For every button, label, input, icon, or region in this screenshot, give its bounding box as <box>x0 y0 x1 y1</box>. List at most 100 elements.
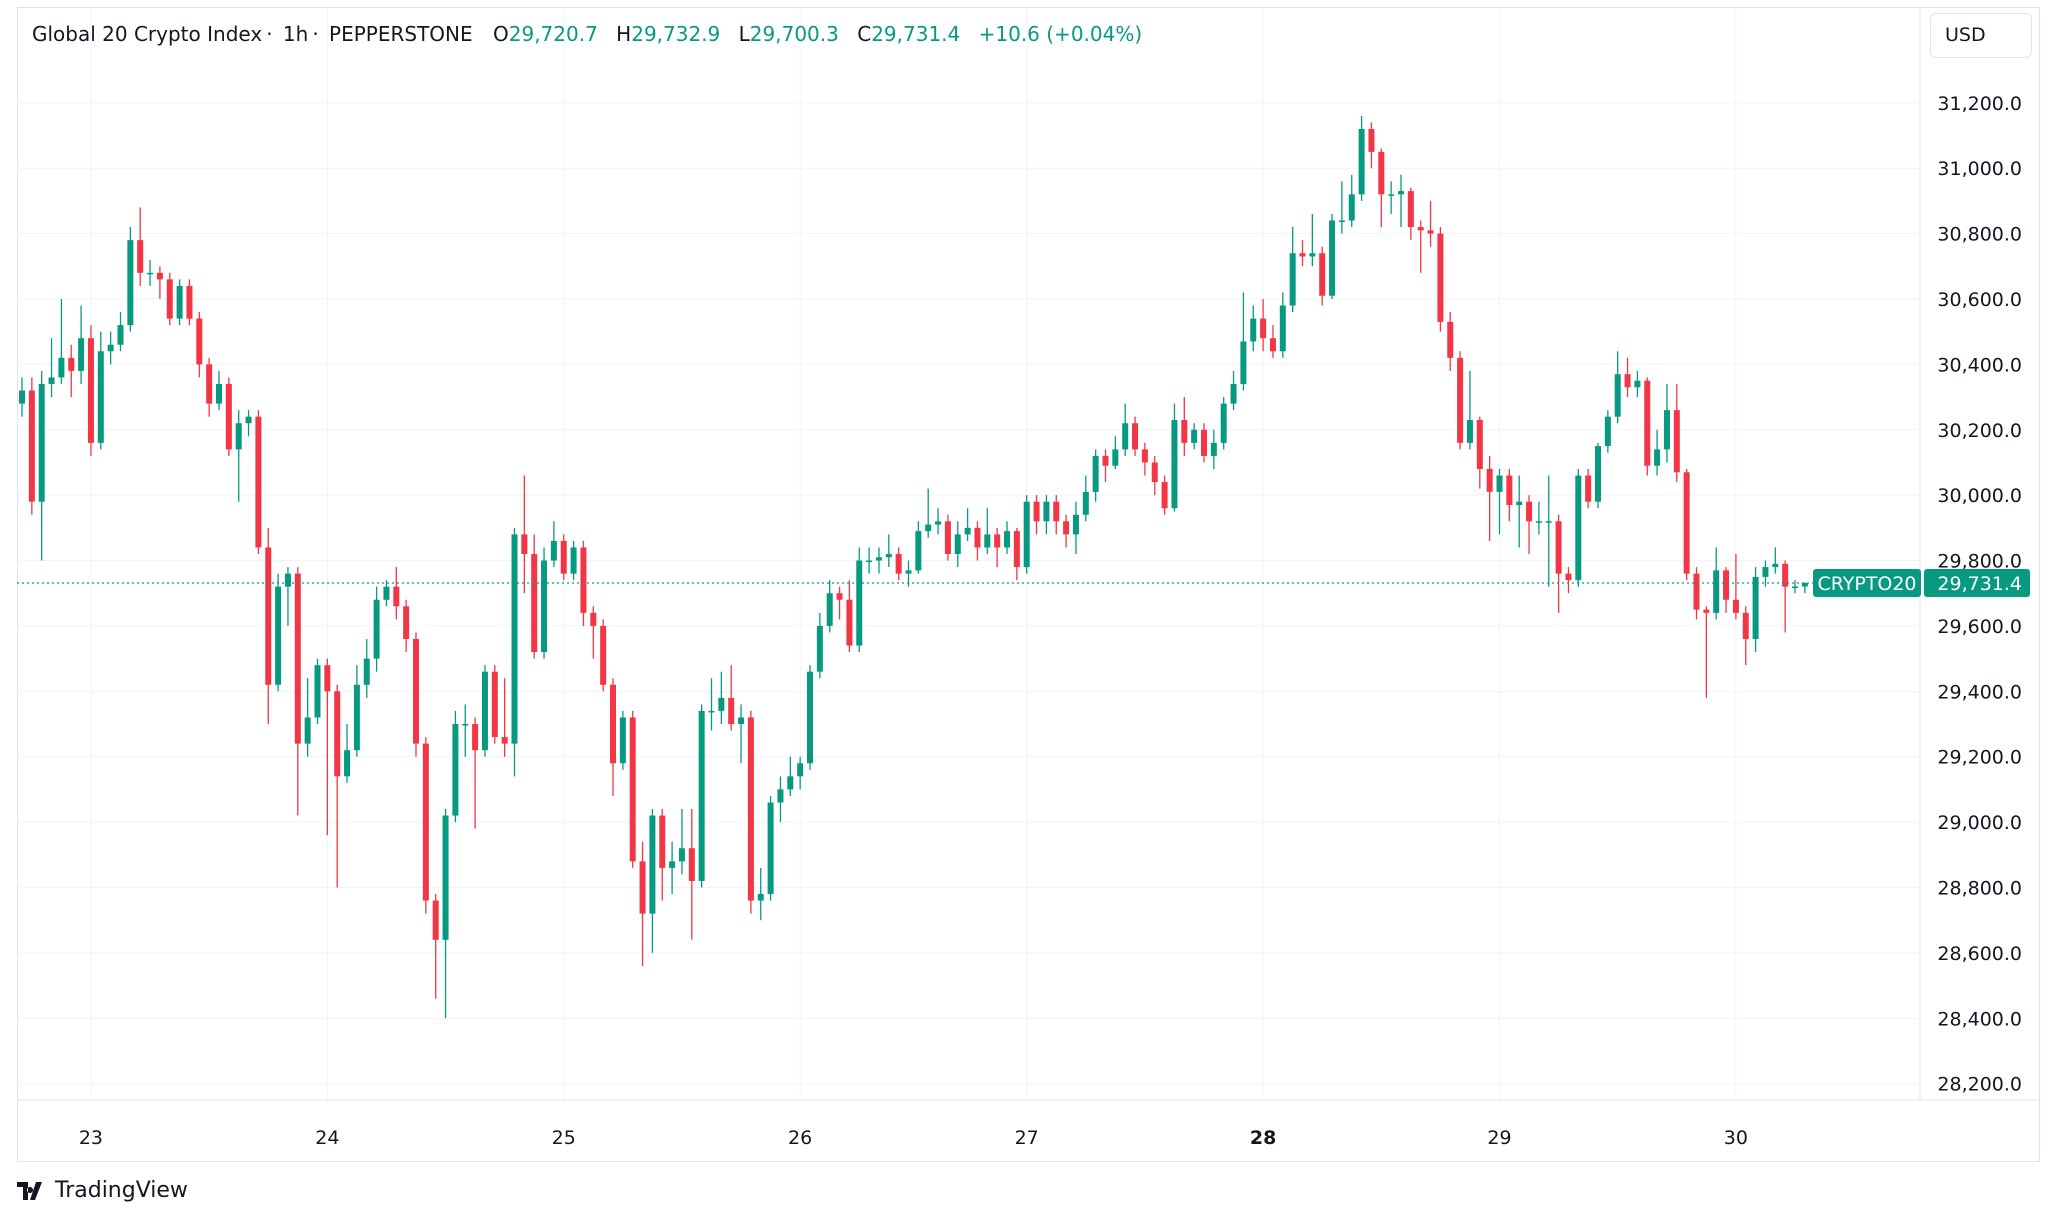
candle-up[interactable] <box>619 717 626 764</box>
candle-up[interactable] <box>442 815 449 940</box>
candle-up[interactable] <box>925 524 932 532</box>
candle-up[interactable] <box>235 423 242 450</box>
candle-down[interactable] <box>265 547 272 685</box>
candle-up[interactable] <box>1082 491 1089 515</box>
candle-down[interactable] <box>1447 321 1454 358</box>
candle-up[interactable] <box>767 802 774 895</box>
candle-down[interactable] <box>1723 570 1730 600</box>
interval[interactable]: 1h <box>282 22 309 46</box>
candle-down[interactable] <box>629 717 636 862</box>
candle-down[interactable] <box>196 318 203 365</box>
candle-up[interactable] <box>954 534 961 554</box>
candle-up[interactable] <box>1535 521 1542 523</box>
candle-up[interactable] <box>1752 576 1759 640</box>
candle-up[interactable] <box>708 710 715 713</box>
candle-up[interactable] <box>915 531 922 571</box>
candle-up[interactable] <box>97 351 104 443</box>
candle-down[interactable] <box>1526 501 1533 522</box>
candle-down[interactable] <box>137 240 144 273</box>
candle-up[interactable] <box>1092 455 1099 492</box>
candle-up[interactable] <box>777 789 784 803</box>
candle-down[interactable] <box>413 639 419 744</box>
candle-up[interactable] <box>1772 563 1779 568</box>
candle-up[interactable] <box>1762 567 1769 577</box>
candle-up[interactable] <box>117 325 124 345</box>
candle-up[interactable] <box>1654 449 1661 466</box>
candle-down[interactable] <box>836 593 843 600</box>
candle-down[interactable] <box>895 554 902 574</box>
candle-up[interactable] <box>1112 449 1119 466</box>
candle-up[interactable] <box>1575 475 1582 581</box>
candle-down[interactable] <box>747 717 754 901</box>
tradingview-logo[interactable]: TradingView <box>17 1178 188 1203</box>
candle-up[interactable] <box>363 658 370 685</box>
candle-up[interactable] <box>284 573 291 587</box>
candle-up[interactable] <box>1072 514 1079 535</box>
candle-down[interactable] <box>1102 455 1109 466</box>
candle-down[interactable] <box>610 684 616 764</box>
candle-up[interactable] <box>787 776 794 790</box>
candle-down[interactable] <box>560 540 567 574</box>
candle-up[interactable] <box>1191 429 1198 443</box>
candle-up[interactable] <box>1516 501 1523 505</box>
candle-up[interactable] <box>1279 305 1286 352</box>
candle-up[interactable] <box>1801 582 1808 587</box>
candle-up[interactable] <box>78 338 85 371</box>
candle-up[interactable] <box>1210 442 1217 456</box>
candle-down[interactable] <box>688 848 695 881</box>
candle-up[interactable] <box>718 697 725 711</box>
candle-up[interactable] <box>1713 570 1720 613</box>
candle-down[interactable] <box>28 390 35 502</box>
candle-down[interactable] <box>1269 338 1276 352</box>
candle-up[interactable] <box>38 383 45 502</box>
candle-down[interactable] <box>1624 374 1631 388</box>
candle-up[interactable] <box>1496 475 1503 492</box>
candle-up[interactable] <box>1122 423 1129 450</box>
candle-up[interactable] <box>935 521 942 525</box>
candle-down[interactable] <box>334 691 341 777</box>
candle-up[interactable] <box>1023 501 1030 568</box>
candle-up[interactable] <box>481 671 488 751</box>
candle-up[interactable] <box>1338 220 1345 223</box>
candle-down[interactable] <box>393 586 400 607</box>
candle-up[interactable] <box>127 240 134 326</box>
candle-up[interactable] <box>698 710 705 881</box>
candle-down[interactable] <box>1132 423 1139 450</box>
candle-down[interactable] <box>580 547 587 613</box>
candle-up[interactable] <box>1792 586 1798 588</box>
candle-up[interactable] <box>1250 318 1257 342</box>
candle-down[interactable] <box>1033 501 1040 522</box>
candle-up[interactable] <box>216 383 222 404</box>
candle-up[interactable] <box>1545 521 1552 523</box>
candle-up[interactable] <box>58 357 65 378</box>
candle-down[interactable] <box>1486 468 1493 492</box>
candle-down[interactable] <box>1703 609 1710 613</box>
candle-down[interactable] <box>403 606 410 640</box>
candle-up[interactable] <box>984 534 991 548</box>
candle-down[interactable] <box>1683 472 1690 574</box>
candle-up[interactable] <box>304 717 311 744</box>
candle-down[interactable] <box>1427 230 1434 234</box>
candle-down[interactable] <box>944 521 951 554</box>
candle-up[interactable] <box>1329 220 1336 296</box>
candle-down[interactable] <box>1151 462 1158 483</box>
candle-down[interactable] <box>1644 380 1651 466</box>
candle-down[interactable] <box>1742 612 1749 640</box>
candle-down[interactable] <box>846 599 853 646</box>
candle-down[interactable] <box>994 534 1001 548</box>
candle-up[interactable] <box>147 272 154 275</box>
candle-down[interactable] <box>1407 191 1414 228</box>
candle-up[interactable] <box>649 815 656 914</box>
candle-up[interactable] <box>1595 446 1601 502</box>
candle-up[interactable] <box>816 625 823 672</box>
candle-down[interactable] <box>1161 482 1168 509</box>
candle-up[interactable] <box>1398 191 1404 195</box>
candle-down[interactable] <box>1201 429 1207 456</box>
candle-down[interactable] <box>1476 419 1483 469</box>
candle-down[interactable] <box>156 272 163 280</box>
candle-up[interactable] <box>1358 128 1365 195</box>
candle-down[interactable] <box>1141 449 1148 463</box>
candle-up[interactable] <box>866 560 873 563</box>
candle-down[interactable] <box>1506 475 1513 505</box>
